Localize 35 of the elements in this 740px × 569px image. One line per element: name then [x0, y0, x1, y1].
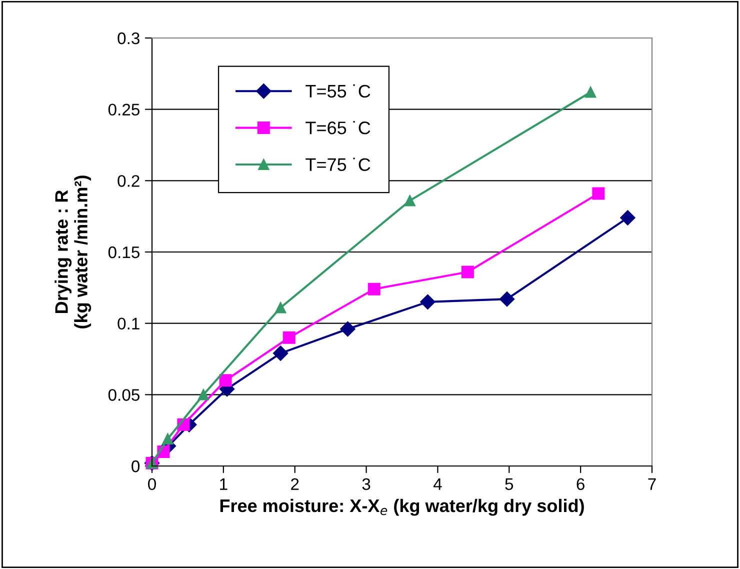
point	[162, 433, 174, 444]
point	[340, 321, 356, 337]
x-tick-label: 5	[505, 478, 514, 490]
point	[620, 210, 636, 226]
y-tick-label: 0.2	[118, 175, 140, 187]
point	[275, 302, 286, 314]
legend-label: T=65 ˙C	[306, 121, 370, 134]
point	[499, 292, 515, 307]
point	[368, 282, 380, 296]
x-axis-title: Free moisture: X-X$_{e}$ (kg water/kg dry solid)	[220, 498, 584, 516]
y-axis-title: Drying rate : R (kg water /min.m²)	[54, 176, 92, 328]
x-tick-label: 6	[576, 478, 584, 490]
point	[198, 389, 209, 400]
x-tick-label: 7	[648, 478, 656, 490]
point	[404, 195, 416, 206]
y-tick-label: 0.15	[108, 246, 140, 258]
point	[282, 331, 296, 344]
x-tick-label: 4	[433, 478, 442, 490]
y-tick-label: 0.25	[108, 104, 140, 116]
x-tick-label: 1	[220, 478, 228, 490]
legend-label: T=75 ˙C	[306, 158, 370, 171]
y-tick-label: 0.05	[108, 389, 140, 401]
x-tick-label: 3	[362, 478, 370, 490]
point	[585, 86, 596, 98]
point	[219, 374, 232, 387]
point	[461, 266, 474, 278]
x-tick-label: 2	[291, 478, 299, 490]
x-tick-label: 0	[148, 478, 156, 490]
y-tick-label: 0.3	[118, 32, 140, 44]
legend-label: T=55 ˙C	[306, 84, 370, 98]
y-tick-label: 0.1	[118, 318, 140, 330]
point	[592, 187, 605, 200]
point	[273, 346, 288, 361]
y-tick-label: 0	[132, 460, 140, 472]
point	[420, 294, 436, 310]
